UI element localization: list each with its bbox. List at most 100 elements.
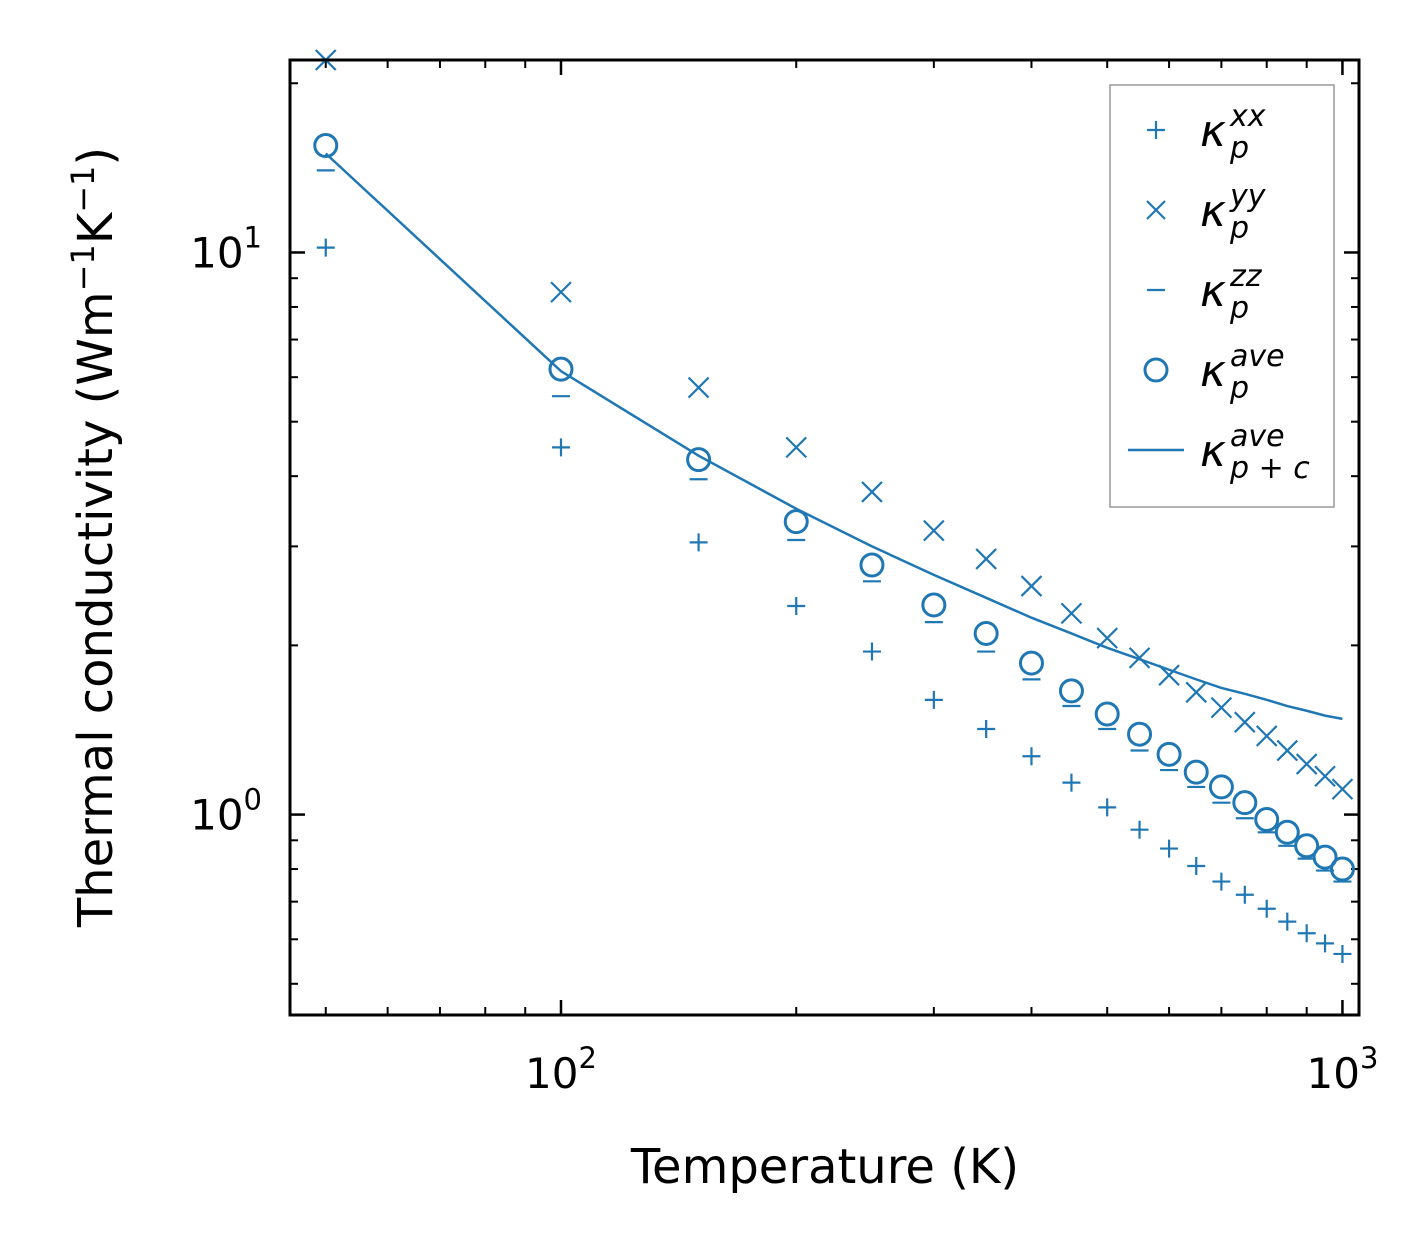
point-kappa_p_yy [1314,765,1336,788]
point-kappa_p_xx [1333,944,1352,963]
point-kappa_p_ave [1018,650,1044,676]
point-kappa_p_ave [783,509,809,535]
legend-label-base: κ [1200,346,1226,397]
legend-label-subscript: p [1229,371,1249,406]
point-kappa_p_ave [1254,807,1280,833]
point-kappa_p_yy [1020,575,1043,597]
series-kappa_p_yy [314,49,1354,800]
point-kappa_p_yy [1276,739,1299,762]
point-kappa_p_ave [973,620,999,646]
point-kappa_p_xx [1212,872,1231,891]
x-tick-label: 103 [1306,1041,1378,1098]
y-tick-label-base: 10 [190,791,243,840]
plot-area-frame [288,58,1361,1017]
point-kappa_p_xx [1022,747,1041,766]
point-kappa_p_ave [1058,678,1084,704]
point-kappa_p_yy [1255,725,1278,747]
series-kappa_p_ave [313,132,1355,882]
legend-entry-kappa_p+c_ave: κ ave p + c [1128,419,1310,486]
y-axis-label-main: Thermal conductivity (Wm [68,291,124,928]
y-tick-label: 101 [190,220,262,277]
point-kappa_p_ave [686,447,712,473]
major-ticks [290,60,1359,1015]
point-kappa_p_xx [924,690,943,709]
point-kappa_p_yy [923,519,945,542]
point-kappa_p_yy [1210,696,1233,719]
legend-entries: κ xx pκ yy pκ zz pκ ave pκ ave p + c [1128,99,1310,486]
series-kappa_p_zz [316,169,1352,883]
point-kappa_p_yy [1234,711,1256,733]
legend-label-superscript: yy [1229,179,1267,214]
point-kappa_p_ave [1232,790,1258,816]
point-kappa_p_ave [1156,741,1182,767]
line-kappa_p+c_ave [324,152,1343,721]
legend-label-superscript: xx [1229,99,1266,134]
legend-box [1109,84,1335,508]
point-kappa_p_yy [1331,778,1354,800]
series-kappa_p_xx [316,238,1352,963]
y-axis-label-close: ) [68,147,124,166]
point-kappa_p_xx [1187,857,1206,876]
legend: κ xx pκ yy pκ zz pκ ave pκ ave p + c [1109,84,1335,508]
legend-label-subscript: p + c [1229,451,1310,486]
legend-entry-kappa_p_ave: κ ave p [1143,339,1285,406]
point-kappa_p_xx [787,597,806,616]
x-axis-label: Temperature (K) [630,1139,1019,1195]
legend-label-superscript: zz [1229,259,1263,294]
point-kappa_p_ave [1312,844,1338,870]
point-kappa_p_xx [1316,934,1335,953]
legend-entry-kappa_p_yy: κ yy p [1146,179,1267,246]
series-kappa_p+c_ave [324,152,1343,721]
legend-label: κ yy p [1200,179,1267,246]
y-axis-label: Thermal conductivity (Wm−1K−1) [64,147,124,928]
legend-label-base: κ [1200,106,1226,157]
point-kappa_p_ave [1208,774,1234,800]
point-kappa_p_yy [861,481,883,503]
legend-label-base: κ [1200,426,1226,477]
point-kappa_p_yy [1295,753,1318,775]
point-kappa_p_xx [862,642,881,661]
point-kappa_p_ave [859,552,885,578]
point-kappa_p_ave [1094,701,1120,727]
legend-label-base: κ [1200,186,1226,237]
x-tick-label-exponent: 2 [578,1041,596,1075]
point-kappa_p_ave [1274,819,1300,845]
y-axis-label-unit-k: K [68,211,124,244]
legend-label-superscript: ave [1230,339,1285,374]
legend-marker-icon [1146,200,1166,220]
y-axis-label-exp1: −1 [64,244,102,291]
y-tick-label-base: 10 [190,228,243,277]
point-kappa_p_xx [1160,839,1179,858]
point-kappa_p_xx [1278,912,1297,931]
point-kappa_p_ave [1329,856,1355,882]
point-kappa_p_ave [548,356,574,382]
point-kappa_p_yy [687,376,710,399]
point-kappa_p_xx [1257,899,1276,918]
x-tick-label-exponent: 3 [1360,1041,1378,1075]
point-kappa_p_yy [1060,602,1083,625]
legend-label-subscript: p [1229,291,1249,326]
point-kappa_p_ave [921,592,947,618]
x-tick-label-base: 10 [1306,1049,1359,1098]
legend-label-subscript: p [1229,131,1249,166]
y-axis-label-exp2: −1 [64,166,102,213]
point-kappa_p_yy [785,436,808,459]
legend-label: κ zz p [1200,259,1263,326]
point-kappa_p_yy [1185,681,1208,704]
point-kappa_p_xx [551,438,570,457]
y-tick-label: 100 [190,783,262,840]
legend-marker-icon [1147,121,1165,139]
point-kappa_p_xx [689,533,708,552]
point-kappa_p_ave [1294,833,1320,859]
point-kappa_p_xx [1235,885,1254,904]
point-kappa_p_ave [1183,759,1209,785]
legend-marker-icon [1143,357,1169,383]
x-tick-label-base: 10 [525,1049,578,1098]
point-kappa_p_xx [1130,820,1149,839]
legend-label-subscript: p [1229,211,1249,246]
point-kappa_p_ave [1127,721,1153,747]
point-kappa_p_yy [975,548,997,570]
point-kappa_p_xx [316,238,335,257]
